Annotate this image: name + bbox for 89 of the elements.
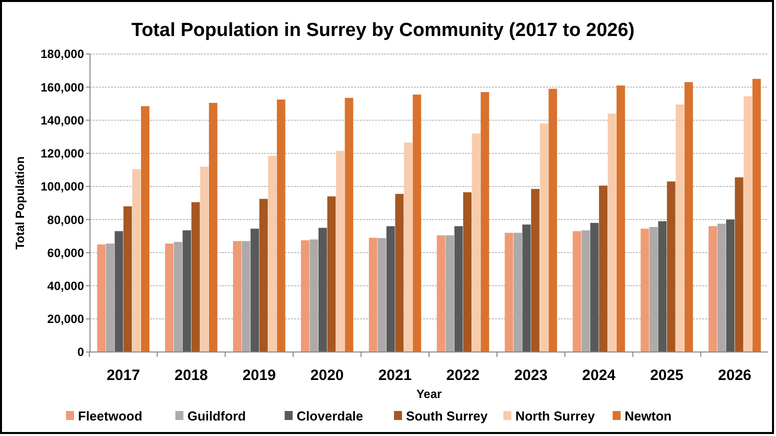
bar: [336, 150, 344, 352]
bar: [182, 230, 192, 352]
bar: [472, 133, 480, 352]
x-tick-label: 2022: [446, 367, 480, 384]
bar: [572, 231, 582, 352]
bar: [522, 224, 531, 352]
bar: [395, 194, 404, 352]
y-tick-label: 100,000: [40, 180, 84, 194]
x-tick-label: 2018: [174, 367, 208, 384]
bar: [165, 244, 174, 352]
y-tick-label: 120,000: [40, 146, 84, 161]
bar: [141, 106, 150, 352]
bar: [726, 220, 735, 352]
x-tick-label: 2019: [242, 367, 276, 384]
bar: [132, 169, 141, 352]
bar: [200, 166, 209, 352]
bar: [242, 241, 250, 352]
bar: [599, 186, 608, 352]
bar: [386, 226, 395, 352]
bar: [378, 238, 386, 352]
bar: [404, 142, 412, 352]
y-tick-label: 140,000: [40, 113, 84, 128]
x-tick-label: 2021: [378, 367, 412, 384]
bar: [276, 100, 286, 352]
bar: [191, 202, 200, 352]
bar: [454, 226, 463, 352]
x-tick-label: 2024: [582, 367, 616, 384]
bar: [463, 192, 472, 352]
bar: [744, 96, 752, 352]
bar: [344, 98, 354, 352]
bar: [531, 188, 540, 352]
legend-label: Fleetwood: [78, 408, 142, 424]
bar: [649, 227, 658, 352]
x-tick-label: 2020: [310, 367, 344, 384]
bar: [327, 196, 336, 352]
bar: [734, 177, 744, 352]
legend-label: Guildford: [187, 408, 246, 424]
y-tick-label: 0: [77, 345, 84, 360]
x-tick-label: 2026: [718, 367, 752, 384]
bar: [480, 92, 490, 352]
bar: [504, 232, 514, 352]
bar: [581, 230, 590, 352]
y-tick-label: 180,000: [40, 47, 84, 62]
y-axis-title: Total Population: [13, 156, 27, 250]
bar: [548, 88, 558, 352]
bar: [658, 221, 667, 352]
x-axis-title: Year: [416, 387, 442, 401]
chart-title: Total Population in Surrey by Community (2017 to 2026): [131, 20, 635, 41]
bar: [540, 124, 548, 352]
bar: [676, 104, 684, 352]
bar: [717, 224, 726, 352]
bar: [590, 222, 599, 352]
bar: [684, 82, 693, 352]
bar: [436, 235, 446, 352]
bar: [708, 226, 717, 352]
bar: [640, 228, 650, 352]
bar: [446, 235, 454, 352]
bar: [97, 244, 106, 352]
bar: [318, 228, 327, 352]
legend-label: South Surrey: [406, 408, 488, 424]
legend-label: Newton: [624, 408, 672, 424]
bar: [268, 156, 277, 352]
bar: [123, 206, 132, 352]
bar: [666, 181, 676, 352]
bar: [368, 238, 378, 352]
y-tick-label: 60,000: [47, 246, 84, 260]
y-tick-label: 40,000: [47, 278, 84, 293]
bar: [208, 102, 218, 352]
bar: [616, 85, 625, 352]
bar: [300, 240, 310, 352]
bar: [114, 231, 124, 352]
bar: [106, 244, 114, 352]
bar: [233, 241, 242, 352]
y-tick-label: 80,000: [47, 212, 84, 227]
legend-label: North Surrey: [515, 408, 596, 424]
bar: [514, 232, 522, 352]
bar: [174, 242, 182, 352]
x-tick-label: 2025: [650, 367, 684, 384]
bar: [608, 114, 616, 352]
bar: [250, 228, 259, 352]
bar: [310, 239, 318, 352]
bar: [752, 78, 761, 352]
y-tick-label: 20,000: [47, 312, 84, 326]
y-tick-label: 160,000: [40, 80, 84, 94]
legend-label: Cloverdale: [296, 408, 364, 424]
x-tick-label: 2023: [514, 367, 548, 384]
bar: [259, 198, 268, 352]
bar: [412, 94, 422, 352]
x-tick-label: 2017: [106, 367, 140, 384]
